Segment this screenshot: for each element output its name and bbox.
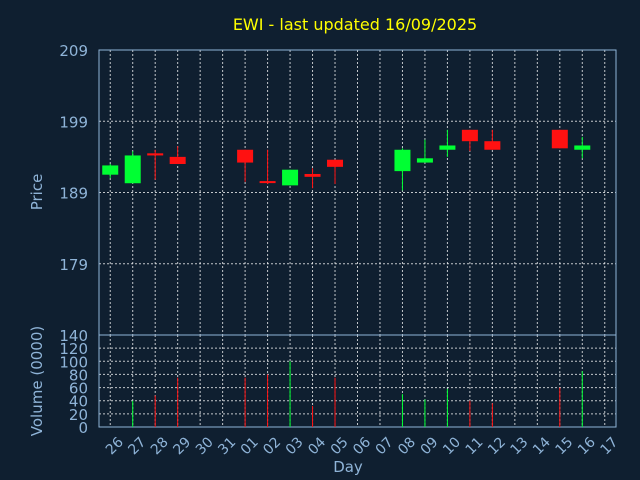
x-tick-label: 12 bbox=[485, 434, 509, 458]
candle-body bbox=[484, 141, 501, 150]
x-tick-label: 26 bbox=[103, 434, 127, 458]
price-tick-label: 189 bbox=[59, 185, 88, 203]
candle-body bbox=[237, 149, 254, 163]
candle-body bbox=[416, 158, 433, 163]
x-tick-label: 28 bbox=[148, 434, 172, 458]
x-tick-label: 11 bbox=[463, 434, 487, 458]
candle-body bbox=[551, 129, 568, 149]
candle-body bbox=[439, 145, 456, 150]
volume-top-label: 140 bbox=[59, 327, 88, 345]
candle-body bbox=[394, 149, 411, 172]
volume-tick-label: 60 bbox=[69, 380, 88, 398]
candle-body bbox=[327, 159, 344, 167]
volume-grid bbox=[99, 335, 616, 427]
candle-body bbox=[102, 165, 119, 175]
candlesticks bbox=[102, 129, 591, 191]
candle-body bbox=[169, 156, 186, 164]
volume-tick-label: 40 bbox=[69, 393, 88, 411]
price-tick-label: 179 bbox=[59, 256, 88, 274]
x-tick-label: 31 bbox=[215, 434, 239, 458]
volume-tick-label: 20 bbox=[69, 406, 88, 424]
x-tick-label: 10 bbox=[440, 434, 464, 458]
x-tick-label: 04 bbox=[305, 434, 329, 458]
x-axis-ticks: 2627282930310102030405060708091011121314… bbox=[103, 434, 621, 458]
candle-body bbox=[259, 181, 276, 184]
candle-body bbox=[282, 169, 299, 186]
x-tick-label: 15 bbox=[552, 434, 576, 458]
price-tick-label: 209 bbox=[59, 42, 88, 60]
x-tick-label: 08 bbox=[395, 434, 419, 458]
price-axis-ticks: 179 189 199 209 bbox=[59, 42, 88, 274]
volume-tick-label: 100 bbox=[59, 353, 88, 371]
price-tick-label: 199 bbox=[59, 113, 88, 131]
x-tick-label: 09 bbox=[418, 434, 442, 458]
x-tick-label: 06 bbox=[350, 434, 374, 458]
candle-body bbox=[461, 129, 478, 142]
price-grid bbox=[99, 49, 616, 335]
x-tick-label: 30 bbox=[193, 434, 217, 458]
x-tick-label: 14 bbox=[530, 434, 554, 458]
candle-body bbox=[147, 153, 164, 156]
candle-body bbox=[574, 145, 591, 150]
price-axis-label: Price bbox=[28, 174, 46, 211]
x-tick-label: 27 bbox=[125, 434, 149, 458]
x-tick-label: 07 bbox=[373, 434, 397, 458]
x-tick-label: 01 bbox=[238, 434, 262, 458]
volume-tick-label: 120 bbox=[59, 340, 88, 358]
x-tick-label: 16 bbox=[575, 434, 599, 458]
x-axis-label: Day bbox=[333, 458, 363, 476]
candle-body bbox=[124, 155, 141, 184]
candle-body bbox=[304, 173, 321, 177]
x-tick-label: 13 bbox=[508, 434, 532, 458]
x-tick-label: 17 bbox=[597, 434, 621, 458]
volume-tick-label: 80 bbox=[69, 366, 88, 384]
volume-axis-label: Volume (0000) bbox=[28, 326, 46, 436]
volume-tick-label: 0 bbox=[78, 419, 88, 437]
chart-title: EWI - last updated 16/09/2025 bbox=[233, 15, 477, 34]
x-tick-label: 05 bbox=[328, 434, 352, 458]
x-tick-label: 29 bbox=[170, 434, 194, 458]
x-tick-label: 03 bbox=[283, 434, 307, 458]
x-tick-label: 02 bbox=[260, 434, 284, 458]
volume-bars bbox=[132, 361, 583, 427]
volume-panel-frame bbox=[98, 334, 617, 428]
